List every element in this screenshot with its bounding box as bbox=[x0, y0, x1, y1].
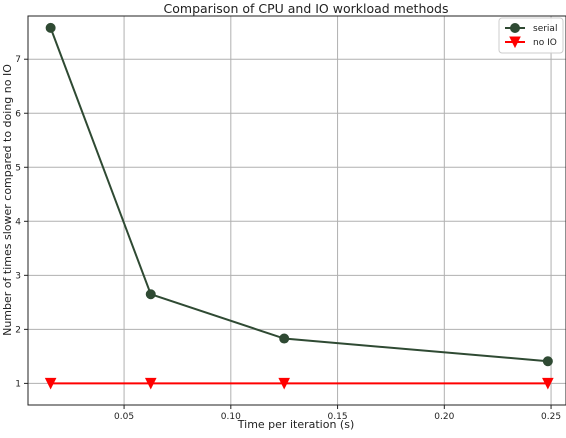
y-tick-label: 1 bbox=[15, 379, 21, 389]
y-tick-label: 3 bbox=[15, 271, 21, 281]
x-axis-label: Time per iteration (s) bbox=[237, 418, 354, 431]
y-tick-label: 7 bbox=[15, 55, 21, 65]
data-point-serial bbox=[279, 333, 290, 344]
x-axis-ticks: 0.05 0.10 0.15 0.20 0.25 bbox=[114, 405, 561, 422]
legend-label-serial: serial bbox=[533, 24, 557, 34]
data-point-no-io bbox=[542, 377, 554, 390]
data-point-serial bbox=[145, 289, 156, 300]
plot-frame bbox=[27, 15, 566, 406]
y-tick-label: 2 bbox=[15, 325, 21, 335]
data-point-serial bbox=[45, 22, 56, 33]
legend-marker-serial bbox=[510, 23, 520, 33]
legend-marker-no-io bbox=[509, 36, 521, 49]
legend-items: serial no IO bbox=[505, 23, 557, 49]
data-point-serial bbox=[542, 356, 553, 367]
x-tick-label: 0.25 bbox=[541, 412, 561, 422]
y-axis-ticks: 1 2 3 4 5 6 7 bbox=[15, 55, 28, 389]
y-tick-label: 5 bbox=[15, 163, 21, 173]
data-point-no-io bbox=[278, 377, 290, 390]
x-tick-label: 0.15 bbox=[328, 412, 348, 422]
data-point-no-io bbox=[144, 377, 157, 390]
grid-lines bbox=[28, 16, 566, 405]
legend: serial no IO bbox=[498, 17, 564, 54]
x-tick-label: 0.10 bbox=[221, 412, 241, 422]
series-line-serial bbox=[49, 27, 548, 363]
y-tick-label: 6 bbox=[15, 109, 21, 119]
chart-title: Comparison of CPU and IO workload method… bbox=[164, 1, 449, 16]
x-tick-label: 0.05 bbox=[114, 412, 134, 422]
data-point-no-io bbox=[44, 377, 57, 390]
y-axis-label: Number of times slower compared to doing… bbox=[1, 64, 14, 336]
y-tick-label: 4 bbox=[15, 217, 21, 227]
x-tick-label: 0.20 bbox=[434, 412, 454, 422]
plot-series bbox=[44, 22, 554, 390]
legend-label-no-io: no IO bbox=[533, 38, 557, 48]
